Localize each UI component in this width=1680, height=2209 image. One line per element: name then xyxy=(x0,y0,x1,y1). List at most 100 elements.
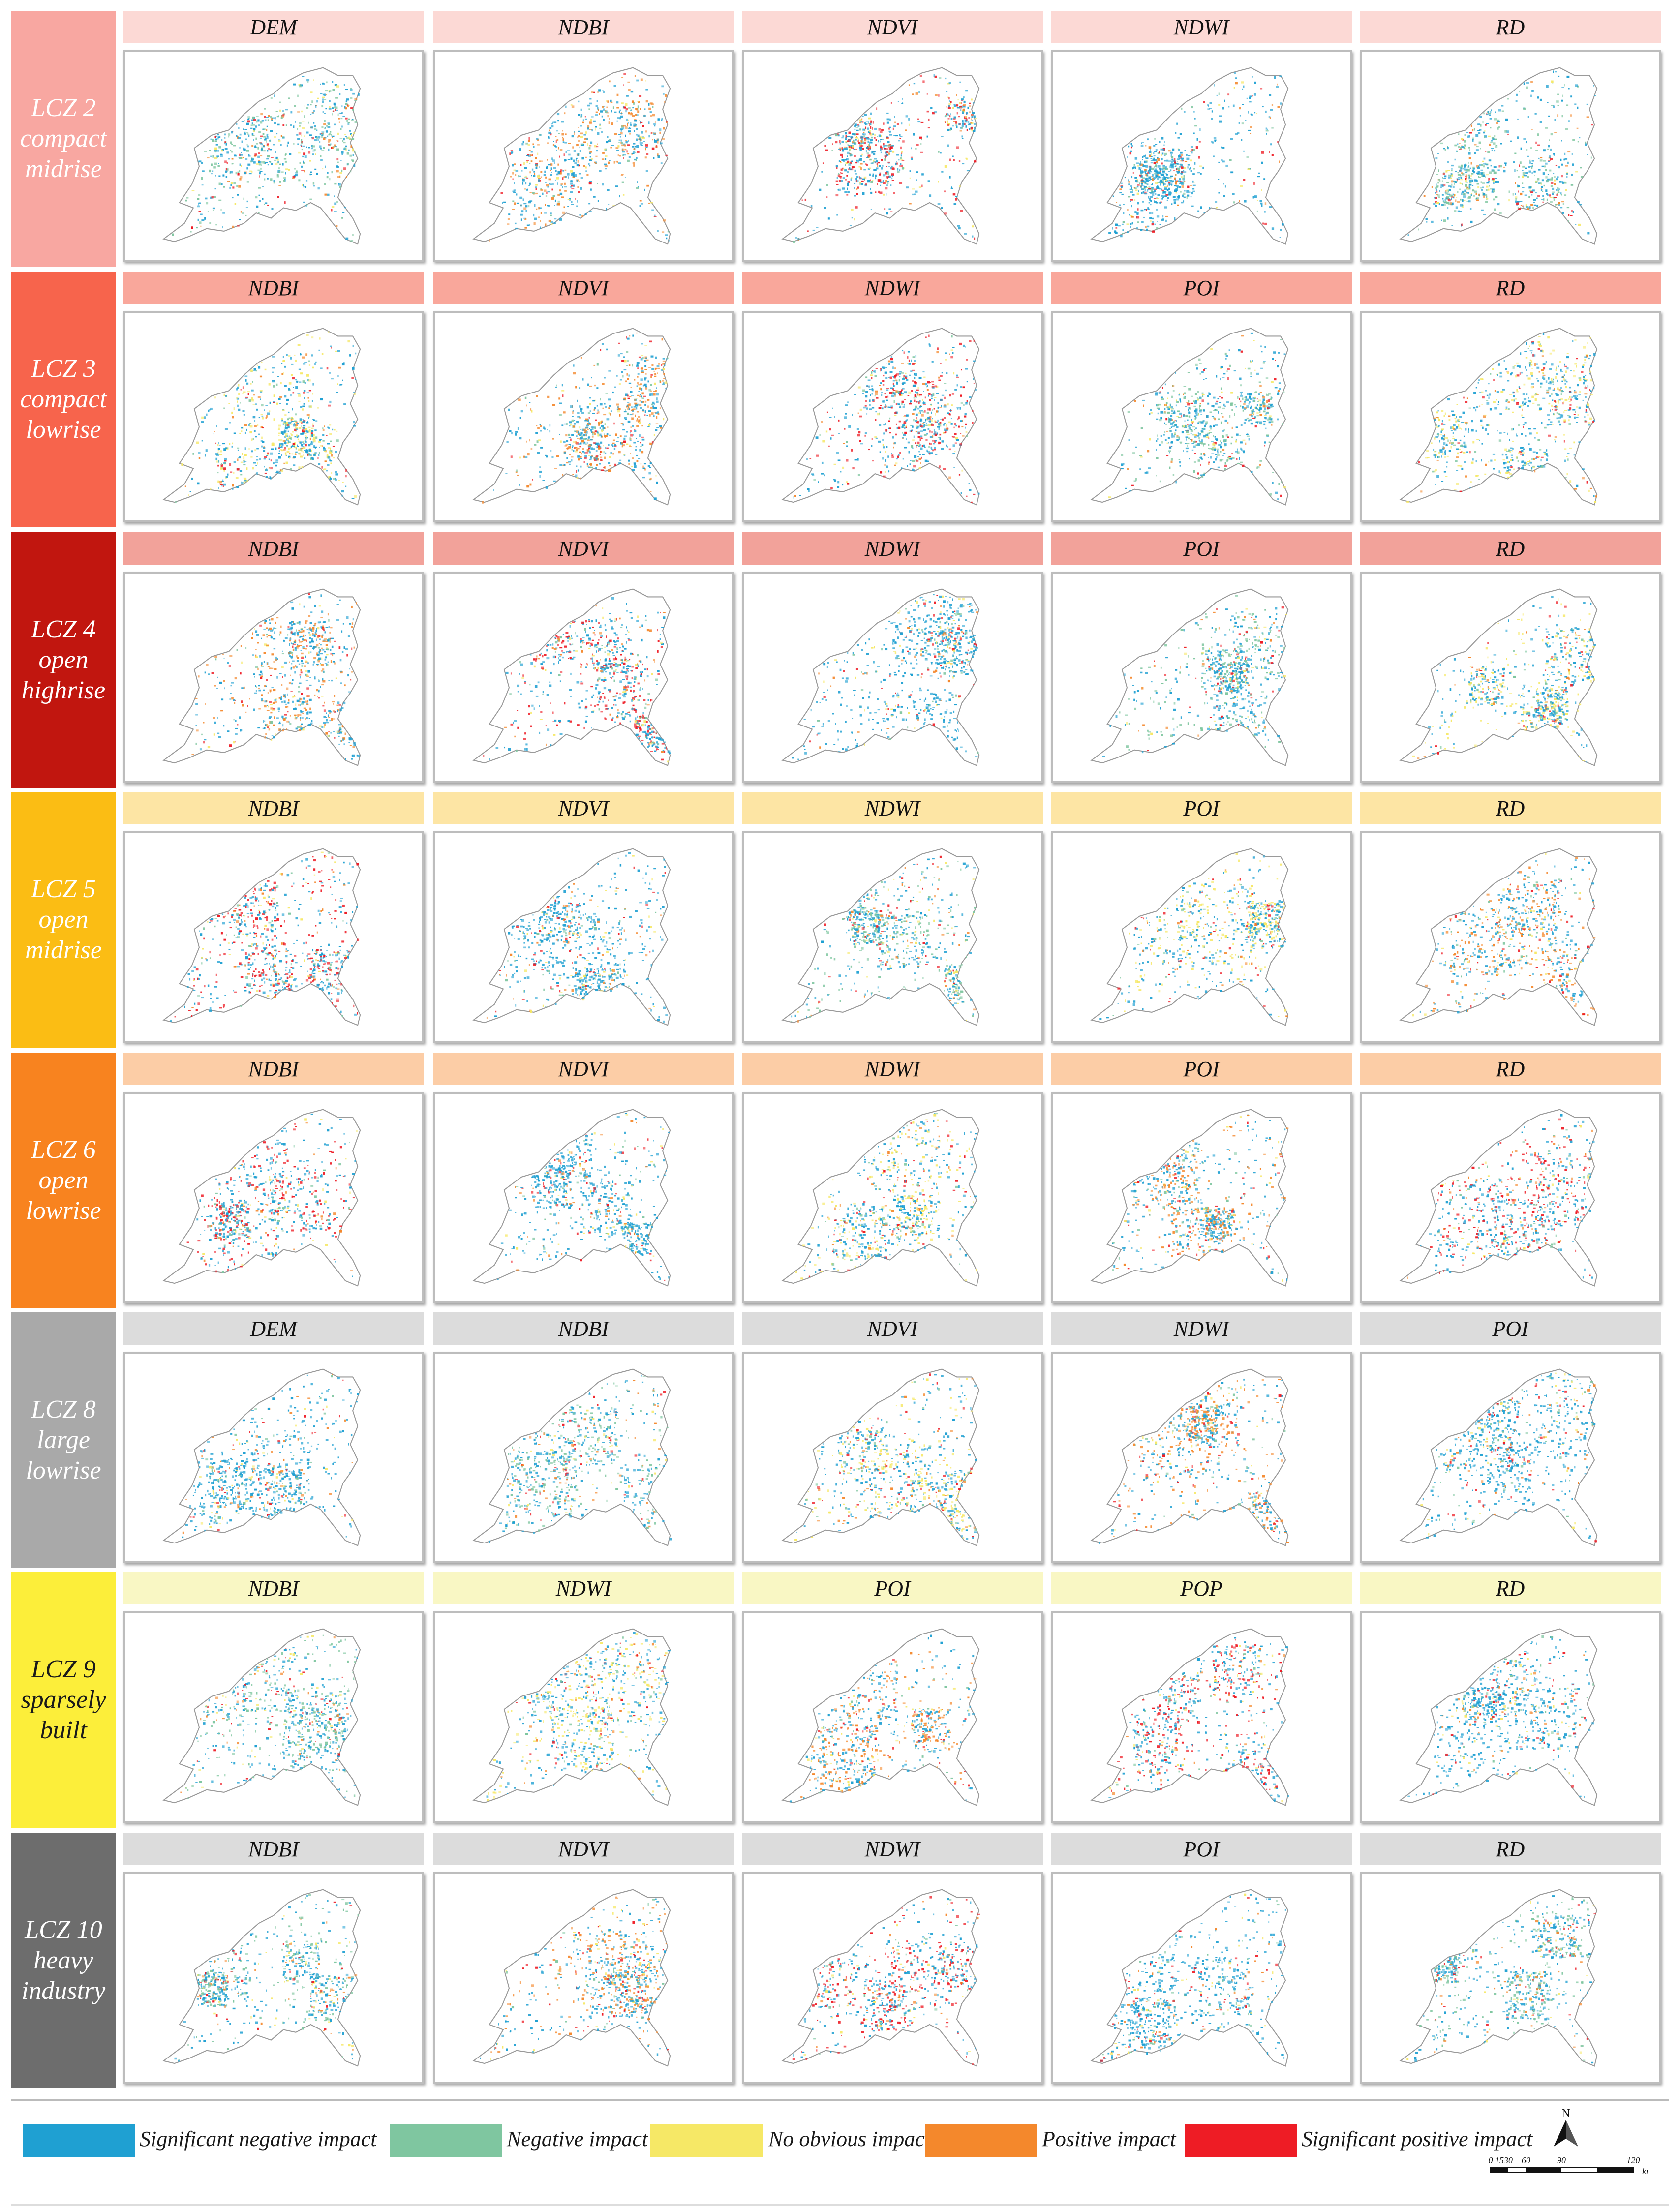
region-outline xyxy=(162,67,361,245)
row-label-lcz-6: LCZ 6 open lowrise xyxy=(11,1053,116,1308)
map-panel xyxy=(1360,1611,1661,1823)
panel-header: NDBI xyxy=(123,1833,424,1865)
region-outline xyxy=(472,1889,671,2067)
region-outline xyxy=(1090,1628,1289,1806)
row-label-desc1: large xyxy=(26,1425,101,1455)
region-outline xyxy=(781,1368,980,1546)
legend-swatch-positive xyxy=(925,2124,1037,2157)
map-panel xyxy=(742,1611,1043,1823)
panel-header: NDWI xyxy=(742,1053,1043,1085)
impact-pixels xyxy=(486,852,668,1023)
impact-pixels xyxy=(172,76,360,242)
panel-header: POI xyxy=(1051,1053,1352,1085)
panel-header: NDVI xyxy=(433,272,734,304)
panel-header: NDBI xyxy=(123,1572,424,1604)
impact-pixels xyxy=(480,1896,669,2060)
map-panel xyxy=(742,831,1043,1043)
impact-pixels xyxy=(794,1373,977,1541)
row-label-zone: LCZ 3 xyxy=(20,354,107,384)
impact-pixels xyxy=(182,1373,360,1539)
panel-header: NDWI xyxy=(1051,11,1352,43)
impact-pixels xyxy=(174,1894,359,2062)
panel-header: NDBI xyxy=(123,1053,424,1085)
map-panel xyxy=(1051,50,1352,262)
impact-pixels xyxy=(486,1632,671,1801)
map-panel xyxy=(1051,572,1352,783)
panel-header: NDVI xyxy=(742,11,1043,43)
map-panel xyxy=(742,1352,1043,1563)
row-label-zone: LCZ 2 xyxy=(20,93,107,123)
panel-header: NDVI xyxy=(433,1053,734,1085)
impact-pixels xyxy=(1108,72,1284,238)
region-outline xyxy=(1399,848,1598,1026)
panel-header: NDBI xyxy=(433,11,734,43)
map-panel xyxy=(1051,831,1352,1043)
map-panel xyxy=(1360,572,1661,783)
map-panel xyxy=(1360,1092,1661,1303)
row-label-lcz-3: LCZ 3 compact lowrise xyxy=(11,272,116,527)
impact-pixels xyxy=(191,593,360,760)
row-label-desc2: built xyxy=(21,1715,106,1746)
row-label-zone: LCZ 9 xyxy=(21,1654,106,1685)
row-label-desc2: lowrise xyxy=(20,415,107,445)
impact-pixels xyxy=(1420,1372,1597,1543)
impact-pixels xyxy=(489,73,670,242)
panel-header: NDBI xyxy=(123,532,424,565)
row-label-zone: LCZ 6 xyxy=(26,1135,101,1165)
row-label-zone: LCZ 8 xyxy=(26,1394,101,1425)
region-outline xyxy=(781,1889,980,2067)
map-panel xyxy=(1051,1092,1352,1303)
region-outline xyxy=(162,1109,361,1287)
region-outline xyxy=(781,1109,980,1287)
panel-header: RD xyxy=(1360,1833,1661,1865)
map-panel xyxy=(1360,831,1661,1043)
map-panel xyxy=(433,1872,734,2084)
panel-header: NDWI xyxy=(433,1572,734,1604)
region-outline xyxy=(472,328,671,506)
panel-header: NDWI xyxy=(742,1833,1043,1865)
north-arrow-icon: N xyxy=(1549,2105,1583,2152)
map-panel xyxy=(1051,1872,1352,2084)
map-panel xyxy=(742,1872,1043,2084)
legend-swatch-significant-negative xyxy=(23,2124,135,2157)
panel-header: DEM xyxy=(123,1312,424,1345)
row-label-desc2: lowrise xyxy=(26,1455,101,1486)
region-outline xyxy=(472,588,671,766)
region-outline xyxy=(1090,1368,1289,1546)
panel-header: NDVI xyxy=(433,1833,734,1865)
region-outline xyxy=(472,1628,671,1806)
impact-pixels xyxy=(1108,1637,1289,1803)
impact-pixels xyxy=(483,597,671,763)
panel-header: NDBI xyxy=(433,1312,734,1345)
region-outline xyxy=(162,848,361,1026)
legend-swatch-significant-positive xyxy=(1185,2124,1297,2157)
impact-pixels xyxy=(793,74,977,243)
map-panel xyxy=(433,1352,734,1563)
scale-tick-label: 0 xyxy=(1489,2155,1493,2165)
map-panel xyxy=(742,50,1043,262)
region-outline xyxy=(1399,1628,1598,1806)
map-panel xyxy=(1051,1352,1352,1563)
panel-header: POI xyxy=(742,1572,1043,1604)
panel-header: NDWI xyxy=(742,792,1043,824)
scale-tick-label: 90 xyxy=(1557,2155,1566,2165)
panel-header: NDWI xyxy=(742,272,1043,304)
panel-header: RD xyxy=(1360,272,1661,304)
row-label-desc1: open xyxy=(25,905,102,935)
impact-pixels xyxy=(791,855,977,1023)
panel-header: RD xyxy=(1360,792,1661,824)
region-outline xyxy=(472,848,671,1026)
legend-label-significant-positive: Significant positive impact xyxy=(1302,2126,1532,2151)
impact-pixels xyxy=(795,1113,977,1281)
panel-header: POI xyxy=(1360,1312,1661,1345)
panel-header: NDVI xyxy=(433,792,734,824)
row-label-desc1: open xyxy=(22,645,105,675)
row-label-lcz-5: LCZ 5 open midrise xyxy=(11,792,116,1048)
impact-pixels xyxy=(1412,596,1596,763)
region-outline xyxy=(1399,1109,1598,1287)
impact-pixels xyxy=(497,1112,670,1281)
legend-swatch-negative xyxy=(390,2124,502,2157)
legend-label-positive: Positive impact xyxy=(1042,2126,1176,2151)
row-label-zone: LCZ 10 xyxy=(22,1915,105,1945)
impact-pixels xyxy=(1406,1895,1596,2064)
